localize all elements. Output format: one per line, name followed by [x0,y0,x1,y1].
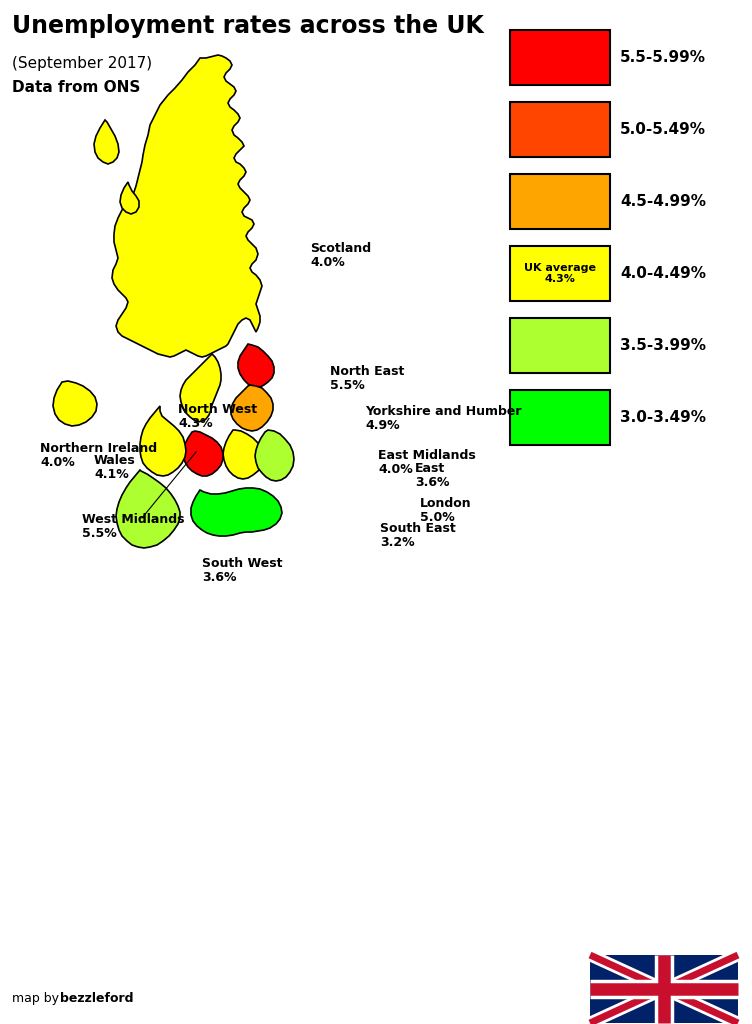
Text: 4.5-4.99%: 4.5-4.99% [620,194,706,209]
Text: Scotland: Scotland [310,242,371,255]
Text: North East: North East [330,365,405,378]
Text: West Midlands: West Midlands [82,513,184,526]
Text: Wales: Wales [94,454,136,467]
Text: East: East [415,462,445,475]
Polygon shape [191,488,282,536]
Text: 5.0%: 5.0% [420,511,455,524]
Bar [510,390,610,445]
Text: 5.5-5.99%: 5.5-5.99% [620,50,706,65]
Text: 4.0%: 4.0% [378,463,413,476]
Polygon shape [183,431,223,476]
Bar [510,246,610,301]
Text: South East: South East [380,522,456,535]
Text: East Midlands: East Midlands [378,449,476,462]
Polygon shape [53,381,97,426]
Text: North West: North West [178,403,257,416]
Polygon shape [94,120,119,164]
Text: 3.0-3.49%: 3.0-3.49% [620,410,706,425]
Text: 3.2%: 3.2% [380,536,414,549]
Text: bezzleford: bezzleford [60,992,134,1005]
Text: 5.5%: 5.5% [82,527,117,540]
Bar [590,955,738,1023]
Text: (September 2017): (September 2017) [12,56,152,71]
Text: Yorkshire and Humber: Yorkshire and Humber [365,406,521,418]
Polygon shape [255,430,294,481]
Polygon shape [120,182,139,214]
Text: Northern Ireland: Northern Ireland [40,442,157,455]
Polygon shape [116,470,180,548]
Bar [510,102,610,157]
Text: 4.9%: 4.9% [365,419,399,432]
Text: 4.1%: 4.1% [94,468,129,481]
Text: Unemployment rates across the UK: Unemployment rates across the UK [12,14,484,38]
Bar [510,30,610,85]
Polygon shape [223,430,264,479]
Text: 4.0%: 4.0% [40,456,74,469]
Text: map by: map by [12,992,63,1005]
Polygon shape [238,344,274,388]
Polygon shape [180,354,221,422]
Text: 5.5%: 5.5% [330,379,365,392]
Text: 4.0%: 4.0% [310,256,344,269]
Text: 3.5-3.99%: 3.5-3.99% [620,338,706,353]
Bar [510,318,610,373]
Text: Data from ONS: Data from ONS [12,80,141,95]
Text: London: London [420,497,472,510]
Text: 5.0-5.49%: 5.0-5.49% [620,122,706,137]
Bar [510,174,610,229]
Text: South West: South West [202,557,283,570]
Text: 3.6%: 3.6% [415,476,450,489]
Text: 4.3%: 4.3% [178,417,213,430]
Polygon shape [239,490,266,517]
Text: 4.0-4.49%: 4.0-4.49% [620,266,706,281]
Polygon shape [140,406,186,476]
Text: 3.6%: 3.6% [202,571,236,584]
Polygon shape [112,55,262,357]
Text: UK average
4.3%: UK average 4.3% [524,263,596,285]
Polygon shape [231,385,273,431]
